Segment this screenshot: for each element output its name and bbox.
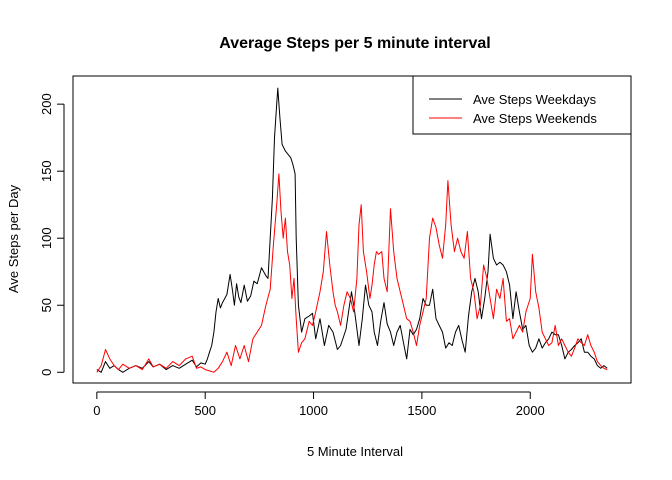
x-tick-label: 2000 [516, 403, 545, 418]
x-tick-label: 1000 [299, 403, 328, 418]
y-axis: 0 50 100 150 200 [39, 93, 65, 376]
y-tick-label: 100 [39, 227, 54, 249]
chart-title: Average Steps per 5 minute interval [219, 35, 491, 52]
x-tick-label: 500 [194, 403, 216, 418]
x-tick-label: 0 [93, 403, 100, 418]
y-tick-label: 50 [39, 298, 54, 312]
plot-frame [72, 75, 632, 384]
y-tick-label: 200 [39, 93, 54, 115]
legend-box [412, 75, 632, 135]
series-layer [96, 87, 608, 373]
legend: Ave Steps Weekdays Ave Steps Weekends [412, 75, 632, 135]
y-tick-label: 0 [39, 369, 54, 376]
x-axis-label: 5 Minute Interval [307, 444, 403, 459]
legend-label-weekends: Ave Steps Weekends [473, 111, 597, 126]
series-line-weekends [96, 173, 608, 373]
x-tick-label: 1500 [407, 403, 436, 418]
legend-label-weekdays: Ave Steps Weekdays [473, 92, 597, 107]
series-line-weekdays [96, 87, 608, 373]
y-tick-label: 150 [39, 160, 54, 182]
y-axis-label: Ave Steps per Day [6, 184, 21, 293]
x-axis: 0 500 1000 1500 2000 [93, 391, 545, 418]
